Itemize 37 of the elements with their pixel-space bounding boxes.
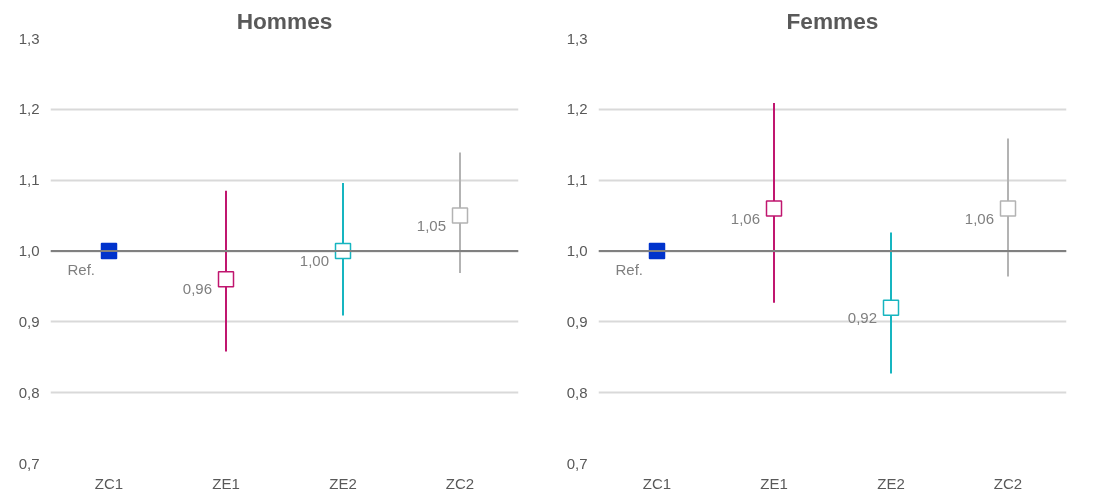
y-tick-label: 0,9 — [566, 312, 588, 330]
y-tick-label: 1,3 — [18, 29, 40, 47]
y-tick-label: 0,9 — [18, 312, 40, 330]
x-tick-label: ZE1 — [760, 474, 788, 492]
y-tick-label: 1,0 — [566, 242, 588, 259]
point — [217, 271, 235, 288]
y-tick-label: 1,2 — [18, 100, 40, 118]
data-label: 1,06 — [964, 209, 995, 227]
data-label: 0,96 — [182, 280, 213, 298]
chart-title: Hommes — [236, 7, 333, 34]
y-tick-label: 0,8 — [18, 383, 40, 401]
point — [451, 207, 469, 224]
data-label: Ref. — [615, 261, 644, 278]
y-tick-label: 1,1 — [18, 171, 40, 189]
x-tick-label: ZE2 — [329, 474, 357, 492]
data-label: 1,00 — [299, 252, 330, 269]
y-tick-label: 1,3 — [566, 29, 588, 47]
point — [882, 299, 900, 316]
y-tick-label: 1,2 — [566, 100, 588, 118]
point — [765, 200, 783, 217]
data-label: 1,05 — [416, 216, 447, 234]
x-tick-label: ZC2 — [445, 474, 475, 492]
x-tick-label: ZC1 — [94, 474, 124, 492]
data-label: 0,92 — [847, 308, 878, 326]
chart-title: Femmes — [786, 7, 879, 34]
y-tick-label: 1,1 — [566, 171, 588, 189]
data-label: Ref. — [67, 261, 96, 278]
y-tick-label: 0,7 — [566, 454, 588, 472]
x-tick-label: ZE1 — [212, 474, 240, 492]
y-tick-label: 0,8 — [566, 383, 588, 401]
x-tick-label: ZC2 — [993, 474, 1023, 492]
x-tick-label: ZC1 — [642, 474, 672, 492]
data-label: 1,06 — [730, 209, 761, 227]
y-tick-label: 0,7 — [18, 454, 40, 472]
y-tick-label: 1,0 — [18, 242, 40, 259]
x-tick-label: ZE2 — [877, 474, 905, 492]
point — [999, 200, 1017, 217]
